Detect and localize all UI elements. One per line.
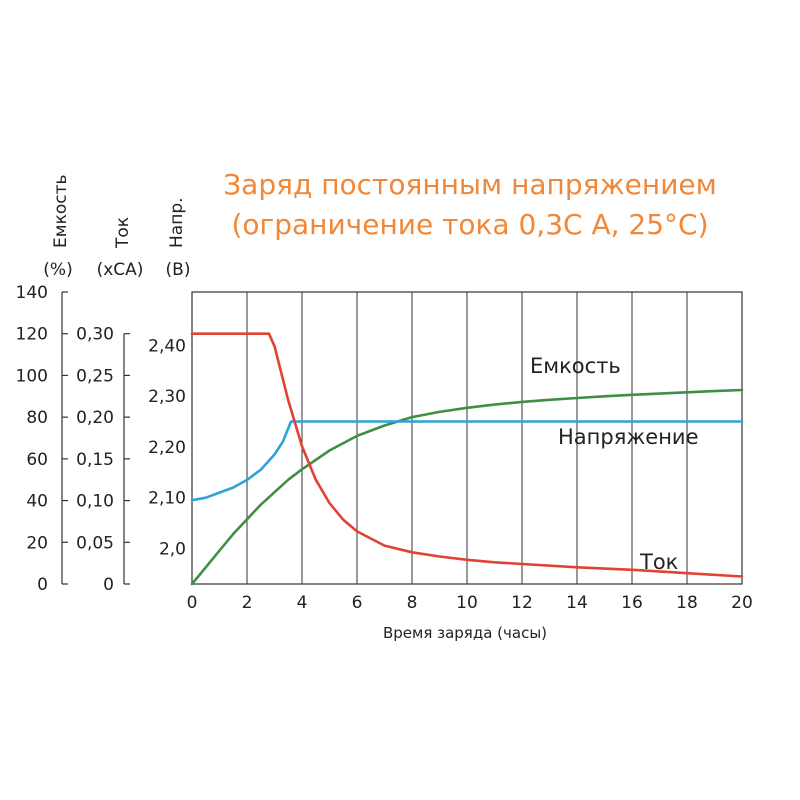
axes: 0 2 4 6 8 10 12 14 16 18 20 0 20 40 60 80 100 120 140 0 0,05… [16, 283, 753, 613]
x-tick-label: 0 [187, 593, 198, 613]
current-tick-label: 0,20 [76, 408, 114, 428]
chart-title-line1: Заряд постоянным напряжением [223, 168, 717, 201]
x-tick-label: 14 [566, 593, 588, 613]
current-series-label: Ток [639, 550, 678, 574]
capacity-tick-label: 120 [16, 325, 48, 345]
voltage-axis-unit: (В) [166, 260, 191, 280]
capacity-tick-label: 40 [26, 492, 48, 512]
current-tick-label: 0,30 [76, 325, 114, 345]
capacity-axis-title: Емкость [51, 174, 71, 248]
current-tick-label: 0 [103, 575, 114, 595]
current-tick-label: 0,15 [76, 450, 114, 470]
voltage-tick-label: 2,10 [148, 489, 186, 509]
capacity-tick-label: 20 [26, 533, 48, 553]
x-tick-label: 12 [511, 593, 533, 613]
series-line-current [190, 332, 744, 578]
x-axis-title: Время заряда (часы) [383, 624, 547, 642]
capacity-tick-label: 0 [37, 575, 48, 595]
current-tick-label: 0,05 [76, 533, 114, 553]
chart-title: Заряд постоянным напряжением (ограничени… [223, 168, 717, 241]
x-tick-label: 10 [456, 593, 478, 613]
current-axis-title: Ток [113, 217, 133, 249]
capacity-tick-label: 80 [26, 408, 48, 428]
current-tick-label: 0,10 [76, 492, 114, 512]
voltage-series-label: Напряжение [558, 425, 699, 449]
series-lines [190, 332, 744, 586]
voltage-axis-title: Напр. [167, 197, 187, 248]
series-line-capacity [190, 388, 744, 586]
current-axis-unit: (хСА) [97, 260, 144, 280]
capacity-tick-label: 140 [16, 283, 48, 303]
x-tick-label: 18 [676, 593, 698, 613]
capacity-tick-label: 100 [16, 366, 48, 386]
voltage-tick-label: 2,0 [159, 539, 186, 559]
x-tick-label: 8 [407, 593, 418, 613]
x-tick-label: 20 [731, 593, 753, 613]
voltage-tick-label: 2,30 [148, 387, 186, 407]
capacity-axis-unit: (%) [43, 260, 72, 280]
x-tick-label: 6 [352, 593, 363, 613]
x-tick-label: 4 [297, 593, 308, 613]
chart-title-line2: (ограничение тока 0,3С А, 25°С) [231, 208, 708, 241]
plot-grid [191, 291, 743, 585]
voltage-tick-label: 2,20 [148, 438, 186, 458]
voltage-tick-label: 2,40 [148, 336, 186, 356]
current-tick-label: 0,25 [76, 366, 114, 386]
x-tick-label: 2 [242, 593, 253, 613]
capacity-series-label: Емкость [530, 354, 621, 378]
x-tick-label: 16 [621, 593, 643, 613]
capacity-tick-label: 60 [26, 450, 48, 470]
